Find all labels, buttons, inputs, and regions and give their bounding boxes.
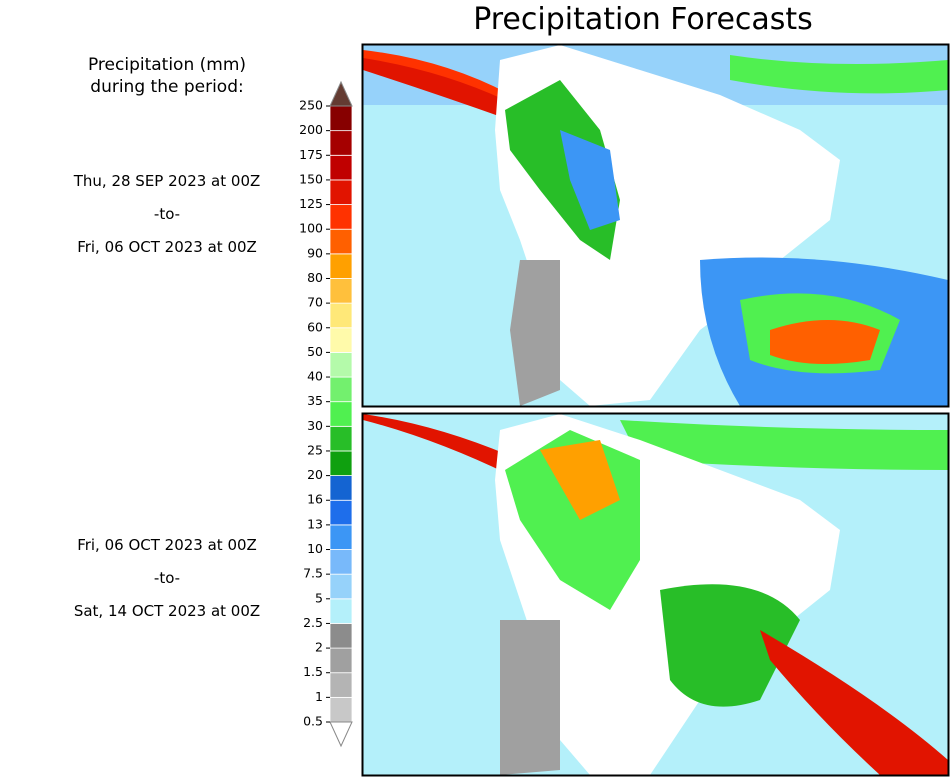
color-segment: [329, 425, 353, 452]
color-segment: [329, 499, 353, 526]
tick-label: 0.5: [303, 714, 323, 729]
color-segment: [329, 228, 353, 255]
tick-label: 200: [299, 122, 323, 137]
tick-label: 2: [315, 640, 323, 655]
period-sep: -to-: [154, 205, 180, 223]
color-segment: [329, 623, 353, 649]
arrow-above: [329, 80, 353, 107]
tick-label: 5: [315, 590, 323, 605]
tick-label: 7.5: [303, 566, 323, 581]
color-segment: [329, 351, 353, 378]
tick-label: 125: [299, 196, 323, 211]
tick-label: 90: [307, 245, 323, 260]
tick-label: 30: [307, 418, 323, 433]
color-segment: [329, 549, 353, 575]
color-segment: [329, 598, 353, 624]
color-segment: [329, 647, 353, 674]
color-segment: [329, 376, 353, 403]
tick-label: 175: [299, 147, 323, 162]
period-start: Thu, 28 SEP 2023 at 00Z: [73, 172, 261, 190]
period-sep: -to-: [154, 569, 180, 587]
tick-label: 20: [307, 467, 323, 482]
panel-frame: [361, 412, 950, 777]
color-segment: [329, 278, 353, 304]
color-segment: [329, 179, 353, 205]
color-segment: [329, 130, 353, 156]
tick-label: 150: [299, 171, 323, 186]
tick-label: 35: [307, 393, 323, 408]
color-segment: [329, 302, 353, 329]
tick-label: 16: [307, 492, 323, 507]
tick-label: 100: [299, 221, 323, 236]
tick-label: 1.5: [303, 664, 323, 679]
color-segment: [329, 327, 353, 353]
colorbar: 0.5 1 1.5 2 2.5 5 7.5 10 13 16 20 25 30 35 40 50 60 70 80 9…: [299, 80, 353, 748]
color-segment: [329, 696, 353, 723]
tick-label: 50: [307, 344, 323, 359]
color-segment: [329, 204, 353, 230]
period-end: Sat, 14 OCT 2023 at 00Z: [74, 602, 260, 620]
color-segment: [329, 573, 353, 600]
color-segment: [329, 450, 353, 476]
period-end: Fri, 06 OCT 2023 at 00Z: [77, 238, 257, 256]
tick-label: 2.5: [303, 615, 323, 630]
tick-label: 1: [315, 689, 323, 704]
tick-label: 80: [307, 270, 323, 285]
map-panel: [363, 414, 948, 775]
color-segment: [329, 401, 353, 427]
period-start: Fri, 06 OCT 2023 at 00Z: [77, 536, 257, 554]
tick-label: 250: [299, 98, 323, 113]
title: Precipitation Forecasts: [473, 2, 813, 37]
arrow-below: [329, 721, 353, 748]
color-segment: [329, 154, 353, 181]
color-segment: [329, 672, 353, 698]
tick-label: 13: [307, 516, 323, 531]
legend-title: Precipitation (mm): [88, 55, 246, 75]
tick-label: 40: [307, 369, 323, 384]
tick-label: 70: [307, 295, 323, 310]
legend-title: during the period:: [90, 77, 243, 97]
color-segment: [329, 475, 353, 501]
tick-label: 60: [307, 319, 323, 334]
color-segment: [329, 524, 353, 550]
tick-label: 10: [307, 541, 323, 556]
color-segment: [329, 253, 353, 279]
tick-label: 25: [307, 442, 323, 457]
map-panel: [363, 45, 948, 406]
color-segment: [329, 105, 353, 132]
panel-frame: [361, 43, 950, 408]
